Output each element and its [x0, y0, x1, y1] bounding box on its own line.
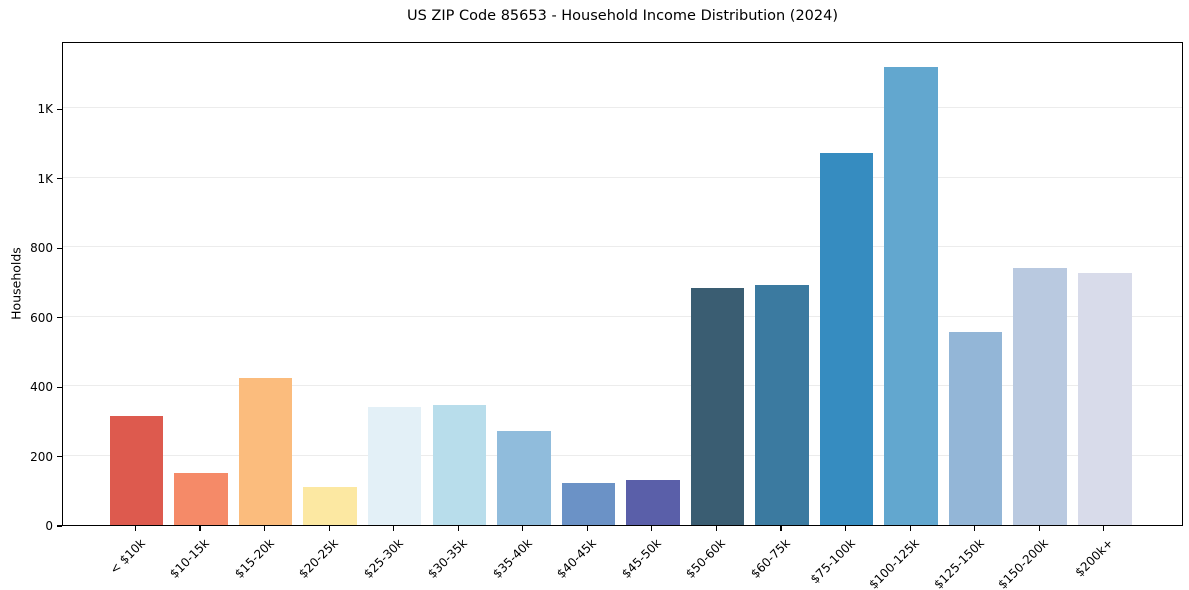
x-tick-mark — [974, 526, 976, 531]
bar-100-125k — [884, 67, 938, 525]
bar-30-35k — [432, 404, 486, 525]
y-tick-label: 600 — [30, 310, 53, 325]
x-tick-mark — [134, 526, 137, 531]
gridline — [63, 246, 1182, 248]
bar-200k — [1078, 272, 1132, 525]
x-tick-mark — [909, 526, 911, 531]
y-tick-mark — [57, 386, 62, 388]
gridline — [63, 107, 1182, 109]
y-tick-label: 1K — [37, 102, 53, 117]
chart-title: US ZIP Code 85653 - Household Income Dis… — [406, 8, 839, 24]
y-tick-label: 1K — [37, 171, 53, 186]
bar-50-60k — [690, 287, 745, 525]
x-tick-label: $30-35k — [425, 536, 471, 581]
x-tick-label: $35-40k — [489, 536, 535, 581]
x-tick-label: $40-45k — [554, 536, 600, 581]
y-tick-label: 800 — [30, 241, 53, 256]
plot-area — [62, 42, 1183, 526]
bar-10-15k — [174, 472, 228, 525]
y-tick-label: 200 — [30, 449, 53, 464]
x-tick-label: $75-100k — [807, 536, 858, 587]
y-tick-mark — [57, 455, 62, 458]
bar-75-100k — [819, 152, 874, 525]
bar-35-40k — [497, 431, 551, 525]
y-tick-mark — [57, 317, 62, 319]
x-tick-label: $50-60k — [683, 536, 729, 581]
x-tick-mark — [264, 526, 266, 531]
y-tick-mark — [57, 525, 62, 527]
bar-150-200k — [1013, 268, 1067, 525]
x-tick-mark — [393, 526, 395, 531]
y-tick-mark — [57, 247, 62, 249]
x-tick-mark — [586, 526, 588, 531]
gridline — [63, 385, 1182, 387]
y-tick-label: 400 — [30, 380, 53, 395]
gridline — [63, 315, 1182, 317]
bar-15-20k — [238, 377, 293, 525]
x-tick-mark — [715, 526, 718, 531]
bar-20-25k — [303, 486, 357, 525]
x-tick-mark — [522, 526, 524, 531]
x-tick-label: $100-125k — [866, 536, 922, 590]
y-tick-mark — [57, 178, 62, 180]
x-tick-label: $25-30k — [360, 536, 406, 581]
x-tick-label: $200k+ — [1072, 536, 1116, 580]
x-tick-mark — [1038, 526, 1040, 531]
bar-10k — [109, 415, 164, 525]
gridline — [63, 454, 1182, 456]
x-tick-mark — [651, 526, 653, 531]
x-tick-label: $45-50k — [618, 536, 664, 581]
bar-40-45k — [561, 483, 616, 525]
x-tick-label: < $10k — [106, 536, 148, 577]
x-tick-label: $15-20k — [231, 536, 277, 581]
bar-125-150k — [948, 331, 1003, 525]
bar-45-50k — [626, 479, 680, 525]
x-tick-mark — [844, 526, 847, 531]
x-tick-mark — [780, 526, 782, 531]
x-tick-mark — [328, 526, 330, 531]
x-tick-label: $10-15k — [167, 536, 212, 581]
x-tick-label: $20-25k — [296, 536, 342, 581]
bar-60-75k — [755, 285, 809, 525]
gridline — [63, 176, 1182, 178]
bar-25-30k — [367, 406, 422, 525]
y-tick-label: 0 — [45, 519, 53, 533]
x-tick-mark — [1103, 526, 1105, 531]
x-tick-label: $125-150k — [930, 536, 987, 590]
x-tick-label: $150-200k — [995, 536, 1052, 590]
x-tick-mark — [457, 526, 459, 531]
y-tick-mark — [57, 108, 62, 110]
x-tick-mark — [199, 526, 201, 531]
x-tick-label: $60-75k — [748, 536, 793, 581]
